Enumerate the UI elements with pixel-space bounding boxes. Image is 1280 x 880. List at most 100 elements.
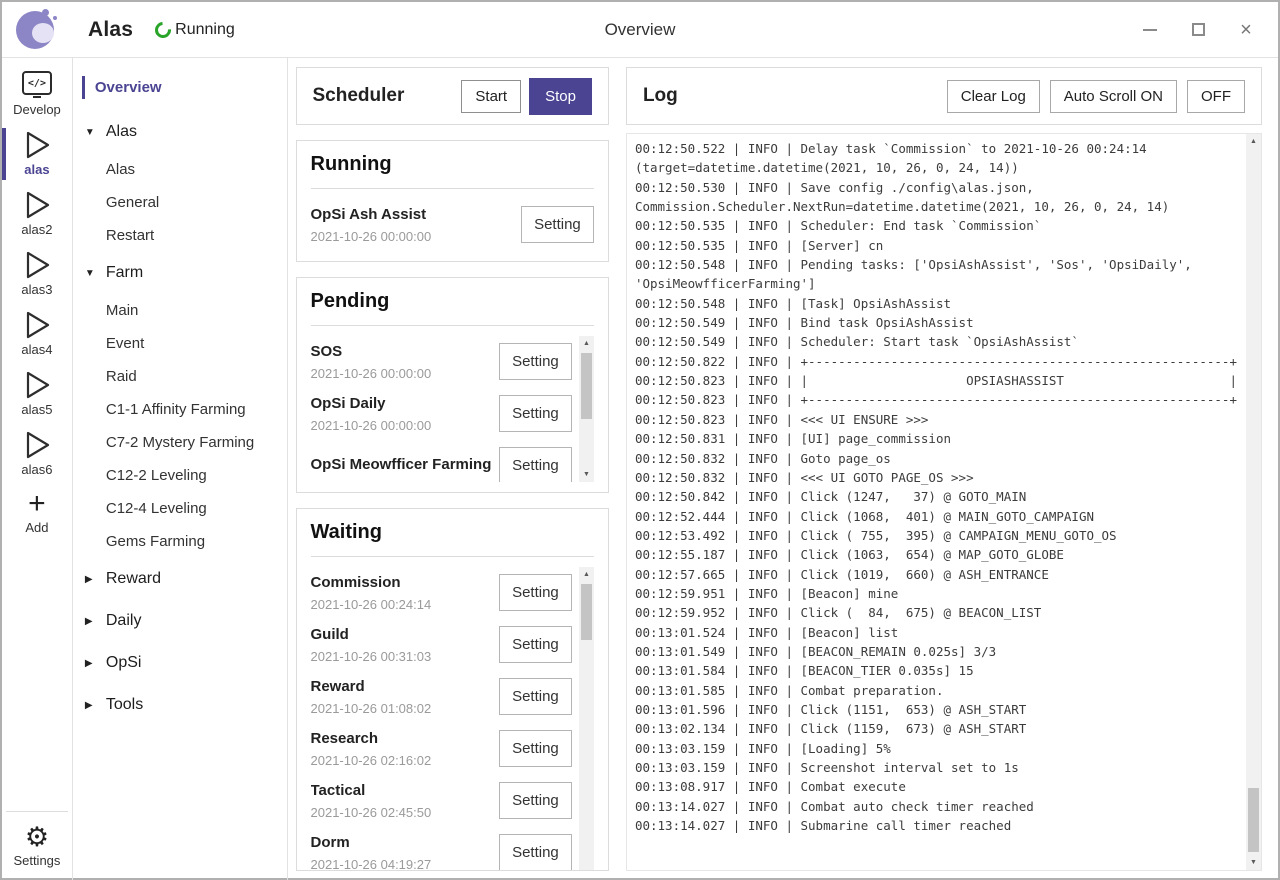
log-line: 00:13:01.585 | INFO | Combat preparation… [634,682,944,698]
nav-item-c7-2-mystery-farming[interactable]: C7-2 Mystery Farming [105,434,255,451]
nav-item-gems-farming[interactable]: Gems Farming [105,533,206,550]
nav-item-alas[interactable]: Alas [105,161,136,178]
nav-item-restart[interactable]: Restart [105,227,155,244]
nav-item-overview[interactable]: Overview [73,74,287,101]
log-line: 00:12:50.832 | INFO | <<< UI GOTO PAGE_O… [634,469,974,485]
log-line: 00:13:14.027 | INFO | Submarine call tim… [634,818,1012,834]
nav-item-c12-4-leveling[interactable]: C12-4 Leveling [105,500,207,517]
task-next-run-time: 2021-10-26 04:19:27 [310,856,432,871]
log-line: 00:13:01.549 | INFO | [BEACON_REMAIN 0.0… [634,643,997,659]
log-line: 'OpsiMeowfficerFarming'] [634,276,816,292]
clear-log-button[interactable]: Clear Log [946,79,1040,113]
log-line: 00:12:50.822 | INFO | +-----------------… [634,353,1237,369]
close-button[interactable]: × [1238,20,1254,40]
task-next-run-time: 2021-10-26 02:16:02 [310,752,432,768]
task-row-opsi-daily: OpSi Daily 2021-10-26 00:00:00 Setting [311,388,572,438]
pending-scrollbar[interactable]: ▲ ▼ [578,336,594,482]
log-line: Commission.Scheduler.NextRun=datetime.da… [634,199,1170,215]
rail-instance-alas4[interactable]: alas4 [2,305,72,363]
status-label: Running [175,20,235,38]
task-row-reward: Reward 2021-10-26 01:08:02 Setting [311,671,572,721]
nav-item-general[interactable]: General [105,194,160,211]
setting-button[interactable]: Setting [498,446,572,482]
chevron-right-icon: ▶ [84,615,93,627]
task-name: Tactical [310,781,366,799]
nav-item-event[interactable]: Event [105,335,145,352]
nav-item-raid[interactable]: Raid [105,368,137,385]
rail-item-label: alas5 [21,402,53,417]
setting-button[interactable]: Setting [498,342,572,380]
chevron-right-icon: ▶ [84,657,93,669]
waiting-card: Waiting Commission 2021-10-26 00:24:14 Set… [295,508,609,871]
task-next-run-time: 2021-10-26 00:24:14 [310,596,432,612]
scrollbar-thumb[interactable] [580,353,592,419]
task-info: OpSi Daily 2021-10-26 00:00:00 [311,394,496,433]
rail-item-develop[interactable]: </> Develop [2,66,72,123]
scroll-up-icon[interactable]: ▲ [1250,138,1257,145]
log-column: Log Clear Log Auto Scroll ON OFF 00:12:5… [617,58,1278,880]
rail-item-label: alas2 [21,222,53,237]
nav-item-main[interactable]: Main [105,302,139,319]
setting-button[interactable]: Setting [520,205,594,243]
setting-button[interactable]: Setting [498,833,572,870]
setting-button[interactable]: Setting [498,677,572,715]
maximize-button[interactable] [1190,22,1206,38]
nav-item-c12-2-leveling[interactable]: C12-2 Leveling [105,467,207,484]
rail-item-settings[interactable]: ⚙ Settings [2,818,72,874]
minimize-button[interactable] [1142,22,1158,38]
setting-button[interactable]: Setting [498,729,572,767]
play-icon [26,191,50,219]
scrollbar-thumb[interactable] [580,584,592,640]
task-row-sos: SOS 2021-10-26 00:00:00 Setting [311,336,572,386]
waiting-scrollbar[interactable]: ▲ ▼ [578,567,594,870]
nav-item-c1-1-affinity-farming[interactable]: C1-1 Affinity Farming [105,401,246,418]
scroll-up-icon[interactable]: ▲ [582,340,590,347]
autoscroll-on-button[interactable]: Auto Scroll ON [1049,79,1177,113]
task-info: Commission 2021-10-26 00:24:14 [311,573,496,612]
nav-group-daily[interactable]: ▶ Daily [73,600,287,642]
play-icon [26,251,50,279]
scroll-down-icon[interactable]: ▼ [1250,859,1257,866]
log-line: 00:13:01.584 | INFO | [BEACON_TIER 0.035… [634,663,974,679]
log-output[interactable]: 00:12:50.522 | INFO | Delay task `Commis… [625,133,1262,871]
rail-instance-alas5[interactable]: alas5 [2,365,72,423]
running-spinner-icon [151,18,175,41]
nav-group-tools[interactable]: ▶ Tools [73,684,287,726]
task-row-opsi-meowfficer-farming: OpSi Meowfficer Farming Setting [311,440,572,482]
scrollbar-thumb[interactable] [1248,788,1259,852]
scroll-down-icon[interactable]: ▼ [582,471,590,478]
log-scrollbar[interactable]: ▲ ▼ [1246,134,1261,870]
nav-group-reward[interactable]: ▶ Reward [73,558,287,600]
gear-icon: ⚙ [24,822,50,852]
scroll-up-icon[interactable]: ▲ [582,571,590,578]
rail-instance-alas[interactable]: alas [2,125,72,183]
task-info: Guild 2021-10-26 00:31:03 [311,625,496,664]
rail-instance-alas2[interactable]: alas2 [2,185,72,243]
rail-instance-alas3[interactable]: alas3 [2,245,72,303]
nav-group-farm[interactable]: ▼ Farm [73,252,287,294]
setting-button[interactable]: Setting [498,573,572,611]
scheduler-card: Scheduler Start Stop [295,67,609,125]
setting-button[interactable]: Setting [498,625,572,663]
scheduler-column: Scheduler Start Stop Running OpSi Ash As… [288,58,617,880]
setting-button[interactable]: Setting [498,781,572,819]
log-line: 00:12:50.823 | INFO | <<< UI ENSURE >>> [634,411,929,427]
rail-item-add[interactable]: + Add [2,485,72,541]
stop-button[interactable]: Stop [529,77,592,115]
pending-title: Pending [310,290,594,326]
task-info: OpSi Meowfficer Farming [311,455,496,475]
rail-instance-alas6[interactable]: alas6 [2,425,72,483]
pending-card: Pending SOS 2021-10-26 00:00:00 Setting OpS… [295,277,609,493]
log-line: 00:12:50.831 | INFO | [UI] page_commissi… [634,431,952,447]
nav-group-opsi[interactable]: ▶ OpSi [73,642,287,684]
log-line: 00:12:50.535 | INFO | [Server] cn [634,237,884,253]
log-line: 00:13:14.027 | INFO | Combat auto check … [634,798,1034,814]
play-icon [26,311,50,339]
play-icon [26,371,50,399]
autoscroll-off-button[interactable]: OFF [1187,79,1245,113]
nav-group-label: OpSi [105,654,142,671]
nav-group-alas[interactable]: ▼ Alas [73,111,287,153]
setting-button[interactable]: Setting [498,394,572,432]
window-controls: × [1142,20,1264,40]
start-button[interactable]: Start [461,79,522,113]
